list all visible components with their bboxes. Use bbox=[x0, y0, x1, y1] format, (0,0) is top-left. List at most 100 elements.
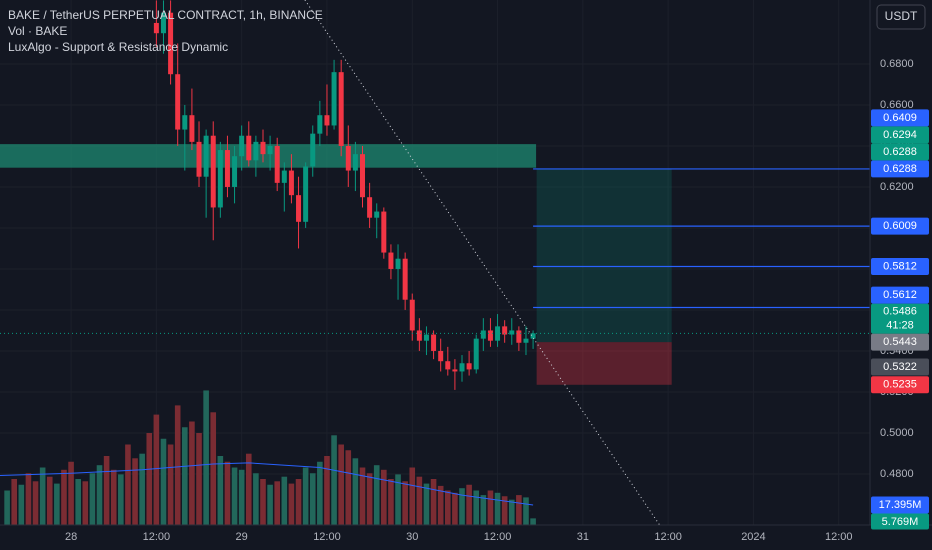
volume-bar bbox=[288, 483, 295, 525]
price-label: 0.5443 bbox=[883, 336, 917, 348]
candle-body bbox=[402, 258, 408, 300]
candle-body bbox=[381, 211, 387, 253]
indicator-label: Vol · BAKE bbox=[8, 24, 67, 38]
volume-bar bbox=[11, 478, 18, 525]
price-label: 0.6294 bbox=[883, 129, 917, 141]
candle-body bbox=[502, 326, 508, 335]
price-label-box bbox=[871, 303, 929, 334]
x-tick-label: 12:00 bbox=[825, 531, 853, 543]
volume-bar bbox=[302, 467, 309, 525]
volume-bar bbox=[309, 473, 316, 525]
chart-title: BAKE / TetherUS PERPETUAL CONTRACT, 1h, … bbox=[8, 8, 323, 22]
volume-bar bbox=[530, 518, 536, 525]
volume-bar bbox=[395, 474, 401, 525]
candle-body bbox=[182, 115, 188, 130]
y-tick-label: 0.4800 bbox=[880, 468, 914, 480]
volume-bar bbox=[487, 490, 494, 525]
volume-bar bbox=[231, 467, 238, 525]
candle-body bbox=[224, 150, 230, 187]
volume-bar bbox=[46, 476, 53, 525]
x-tick-label: 12:00 bbox=[313, 531, 341, 543]
candle-body bbox=[445, 361, 451, 370]
candle-body bbox=[438, 350, 444, 362]
volume-bar bbox=[437, 485, 444, 525]
volume-bar bbox=[516, 495, 522, 525]
currency-button[interactable] bbox=[876, 4, 926, 30]
candle-body bbox=[423, 334, 429, 341]
volume-bar bbox=[452, 492, 458, 525]
candle-body bbox=[352, 154, 358, 171]
y-tick-label: 0.6600 bbox=[880, 99, 914, 111]
volume-bar bbox=[32, 481, 39, 525]
price-label: 0.6288 bbox=[883, 146, 917, 158]
candle-body bbox=[452, 369, 458, 372]
sr-zone bbox=[0, 144, 537, 168]
volume-bar bbox=[402, 481, 408, 525]
volume-bar bbox=[54, 483, 60, 525]
indicator-label: LuxAlgo - Support & Resistance Dynamic bbox=[8, 40, 228, 54]
price-label-box bbox=[871, 286, 929, 304]
candle-body bbox=[388, 252, 394, 269]
volume-bar bbox=[25, 473, 32, 525]
candle-body bbox=[360, 154, 365, 198]
candle-body bbox=[267, 145, 273, 155]
volume-bar bbox=[416, 476, 423, 525]
price-label-box bbox=[871, 376, 929, 394]
volume-label-box bbox=[871, 513, 929, 530]
candle-body bbox=[281, 170, 287, 183]
volume-bar bbox=[388, 478, 394, 525]
volume-bar bbox=[281, 476, 288, 525]
x-tick-label: 29 bbox=[236, 531, 248, 543]
position-loss bbox=[536, 342, 672, 385]
volume-bar bbox=[523, 497, 529, 525]
volume-bar bbox=[338, 444, 344, 525]
x-tick-label: 2024 bbox=[741, 531, 765, 543]
volume-bar bbox=[96, 465, 103, 525]
candle-body bbox=[274, 145, 280, 183]
position-profit bbox=[536, 168, 672, 343]
volume-bar bbox=[366, 473, 373, 525]
volume-bar bbox=[89, 473, 96, 525]
volume-bar bbox=[317, 461, 323, 525]
volume-bar bbox=[18, 484, 25, 525]
price-label: 0.5486 bbox=[883, 306, 917, 318]
candle-body bbox=[495, 326, 501, 341]
volume-bar bbox=[501, 496, 508, 525]
price-label-box bbox=[871, 217, 929, 235]
x-tick-label: 12:00 bbox=[654, 531, 682, 543]
candle-body bbox=[310, 133, 316, 167]
x-tick-label: 28 bbox=[65, 531, 77, 543]
volume-bar bbox=[153, 414, 160, 525]
price-label-box bbox=[871, 160, 929, 178]
volume-bar bbox=[110, 469, 117, 525]
candle-body bbox=[317, 115, 323, 134]
volume-bar bbox=[118, 474, 124, 525]
price-label: 0.5812 bbox=[883, 260, 917, 272]
candle-body bbox=[516, 330, 522, 343]
y-tick-label: 0.6800 bbox=[880, 58, 914, 70]
volume-bar bbox=[146, 432, 153, 525]
volume-bar bbox=[409, 467, 416, 525]
volume-bar bbox=[459, 488, 465, 525]
volume-bar bbox=[68, 461, 74, 525]
volume-bar bbox=[253, 473, 259, 525]
candle-body bbox=[374, 211, 380, 218]
x-tick-label: 30 bbox=[406, 531, 418, 543]
volume-bar bbox=[430, 478, 437, 525]
candle-body bbox=[288, 170, 294, 196]
volume-label: 5.769M bbox=[882, 516, 919, 528]
volume-bar bbox=[203, 390, 209, 525]
volume-bar bbox=[473, 490, 480, 525]
candle-body bbox=[530, 333, 536, 339]
candle-body bbox=[196, 141, 202, 177]
price-labels: 0.5235 0.5322 0.5443 0.5486 41:28 0.5612 0.581… bbox=[871, 109, 929, 530]
x-tick-label: 31 bbox=[577, 531, 589, 543]
candle-body bbox=[217, 150, 223, 208]
price-label: 0.5235 bbox=[883, 379, 917, 391]
currency-button-label[interactable]: USDT bbox=[885, 9, 918, 23]
price-label-box bbox=[871, 257, 929, 275]
volume-bar bbox=[82, 481, 89, 525]
volume-bar bbox=[423, 483, 430, 525]
volume-ma-label-box bbox=[871, 496, 929, 514]
